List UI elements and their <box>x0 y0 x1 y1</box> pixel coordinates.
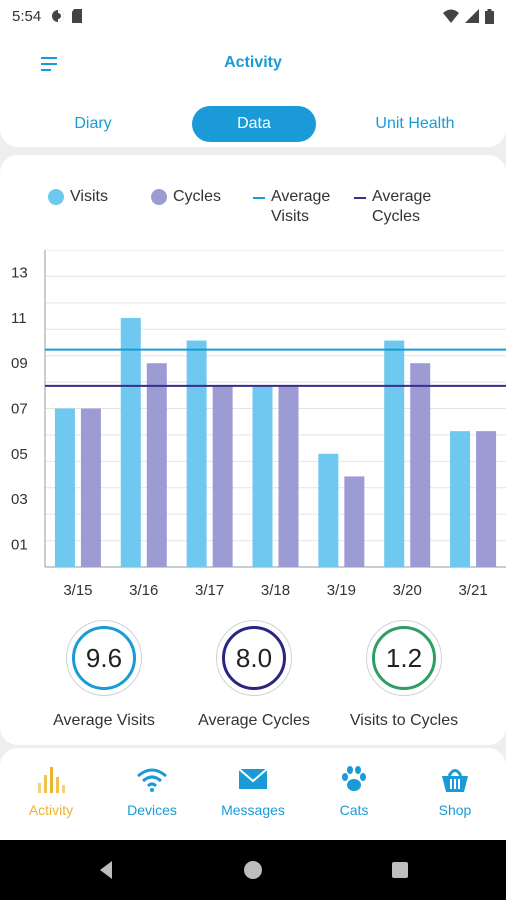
status-bar: 5:54 <box>0 0 506 32</box>
menu-icon <box>41 57 57 71</box>
bar-cycles-3-16 <box>146 363 167 567</box>
nav-label-shop: Shop <box>438 802 472 818</box>
status-right-icons <box>443 8 494 24</box>
legend-item-average-cycles: Average Cycles <box>354 187 452 227</box>
y-tick-label: 05 <box>11 446 28 463</box>
battery-icon <box>485 8 494 24</box>
legend-swatch-average-cycles <box>354 197 366 199</box>
stat-value-average-cycles: 8.0 <box>222 626 286 690</box>
tab-bar: Diary Data Unit Health <box>0 106 506 142</box>
stat-average-cycles: 8.0 Average Cycles <box>179 620 329 740</box>
stat-label-average-visits: Average Visits <box>53 712 155 729</box>
legend-label-average-visits: Average Visits <box>271 188 331 225</box>
x-tick-label: 3/15 <box>63 582 92 599</box>
y-tick-label: 03 <box>11 491 28 508</box>
bottom-nav: Activity Devices Messages <box>0 748 506 840</box>
bar-cycles-3-20 <box>410 363 431 567</box>
x-tick-label: 3/16 <box>129 582 158 599</box>
stat-visits-to-cycles: 1.2 Visits to Cycles <box>329 620 479 740</box>
stat-label-visits-to-cycles: Visits to Cycles <box>349 712 459 729</box>
x-tick-label: 3/18 <box>261 582 290 599</box>
bar-cycles-3-15 <box>80 408 101 567</box>
bar-chart: 01 03 05 07 09 11 13 3/15 3/16 3/17 3/18 3/19 3/20 3/… <box>11 250 506 599</box>
legend-swatch-average-visits <box>253 197 265 199</box>
legend-item-average-visits: Average Visits <box>253 187 351 227</box>
app-header: Activity Diary Data Unit Health <box>0 32 506 147</box>
sd-card-icon <box>72 9 83 23</box>
x-tick-label: 3/21 <box>458 582 487 599</box>
bar-visits-3-15 <box>54 408 75 567</box>
bar-cycles-3-19 <box>344 476 365 567</box>
tab-data[interactable]: Data <box>192 106 316 142</box>
system-recents-button[interactable] <box>388 858 412 882</box>
envelope-icon <box>238 768 268 789</box>
basket-icon <box>442 769 468 792</box>
stat-label-average-cycles: Average Cycles <box>198 712 310 729</box>
cell-signal-icon <box>465 9 479 23</box>
bar-visits-3-16 <box>120 317 141 567</box>
bar-cycles-3-18 <box>278 385 299 567</box>
x-tick-label: 3/19 <box>327 582 356 599</box>
nav-devices[interactable]: Devices <box>102 762 202 832</box>
x-tick-label: 3/17 <box>195 582 224 599</box>
bar-cycles-3-21 <box>476 431 497 567</box>
wifi-icon <box>137 768 167 792</box>
status-time: 5:54 <box>12 7 42 25</box>
y-tick-label: 09 <box>11 355 28 372</box>
status-left-icons <box>51 9 83 23</box>
data-saver-icon <box>52 10 65 22</box>
bar-chart-icon <box>38 767 65 793</box>
tab-unit-health[interactable]: Unit Health <box>375 115 455 132</box>
stat-ring-visits-to-cycles: 1.2 <box>366 620 442 696</box>
y-tick-label: 11 <box>11 310 27 327</box>
stat-value-average-visits: 9.6 <box>72 626 136 690</box>
legend-label-average-cycles: Average Cycles <box>372 188 432 225</box>
legend-item-visits: Visits <box>48 187 150 207</box>
nav-label-messages: Messages <box>221 802 285 818</box>
chart-legend: Visits Cycles Average Visits Average Cyc… <box>48 187 468 231</box>
bar-visits-3-18 <box>252 385 273 567</box>
legend-item-cycles: Cycles <box>151 187 253 207</box>
stat-ring-average-cycles: 8.0 <box>216 620 292 696</box>
nav-label-cats: Cats <box>339 802 369 818</box>
nav-activity[interactable]: Activity <box>1 762 101 832</box>
y-tick-label: 07 <box>11 401 28 418</box>
bar-visits-3-19 <box>318 453 339 567</box>
stat-average-visits: 9.6 Average Visits <box>29 620 179 740</box>
y-tick-label: 01 <box>11 536 28 553</box>
recents-square-icon <box>392 862 408 878</box>
bar-visits-3-21 <box>450 431 471 567</box>
stat-ring-average-visits: 9.6 <box>66 620 142 696</box>
system-back-button[interactable] <box>94 858 118 882</box>
x-tick-label: 3/20 <box>393 582 422 599</box>
chart-card: Visits Cycles Average Visits Average Cyc… <box>0 155 506 745</box>
legend-label-visits: Visits <box>70 188 108 205</box>
bar-cycles-3-17 <box>212 385 233 567</box>
nav-label-devices: Devices <box>127 802 177 818</box>
home-circle-icon <box>244 861 262 879</box>
system-nav-bar <box>0 840 506 900</box>
bar-visits-3-17 <box>186 340 207 567</box>
nav-label-activity: Activity <box>28 802 74 818</box>
stat-value-visits-to-cycles: 1.2 <box>372 626 436 690</box>
stats-row: 9.6 Average Visits 8.0 Average Cycles 1.… <box>0 620 506 740</box>
page-title: Activity <box>224 54 282 71</box>
y-tick-label: 13 <box>11 265 28 282</box>
legend-label-cycles: Cycles <box>173 188 222 205</box>
nav-cats[interactable]: Cats <box>304 762 404 832</box>
back-triangle-icon <box>100 861 112 879</box>
bar-visits-3-20 <box>384 340 405 567</box>
system-home-button[interactable] <box>241 858 265 882</box>
menu-button[interactable] <box>38 52 62 76</box>
paw-icon <box>342 766 366 791</box>
legend-swatch-visits <box>48 189 64 205</box>
nav-shop[interactable]: Shop <box>405 762 505 832</box>
nav-messages[interactable]: Messages <box>203 762 303 832</box>
tab-diary[interactable]: Diary <box>74 115 112 132</box>
legend-swatch-cycles <box>151 189 167 205</box>
wifi-signal-icon <box>443 9 459 23</box>
